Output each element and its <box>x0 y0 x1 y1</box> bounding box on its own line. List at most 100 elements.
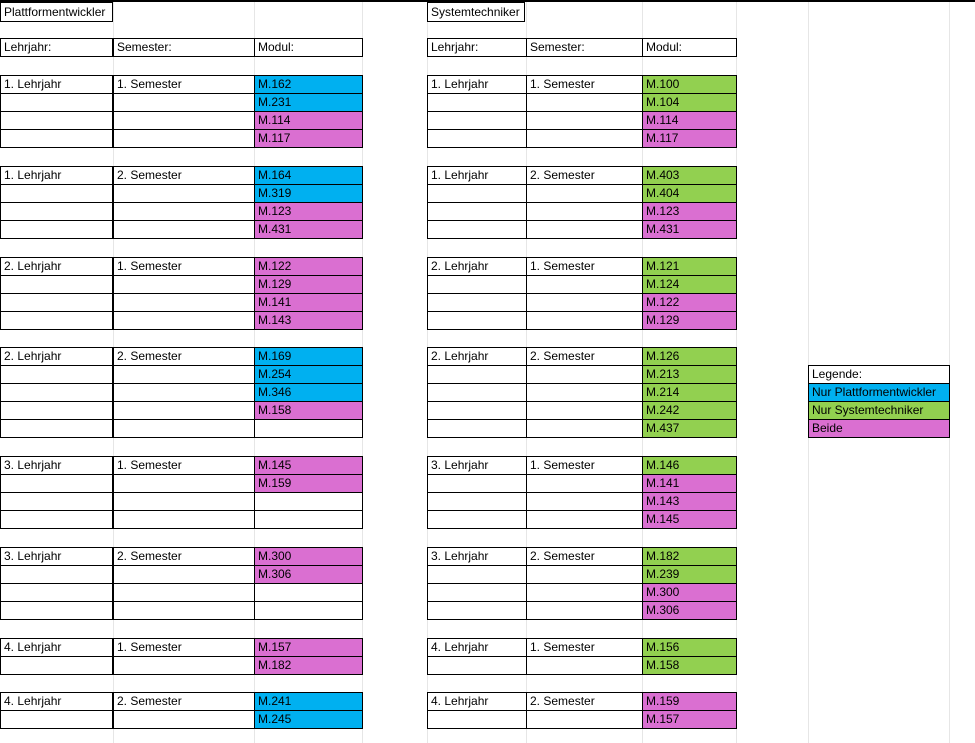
right-semester-cell[interactable] <box>526 711 643 729</box>
left-modul-cell[interactable]: M.158 <box>254 402 363 420</box>
left-header-lehrjahr[interactable]: Lehrjahr: <box>0 38 113 57</box>
left-lehrjahr-cell[interactable] <box>0 602 113 620</box>
left-lehrjahr-cell[interactable] <box>0 566 113 584</box>
right-semester-cell[interactable] <box>526 221 643 239</box>
left-semester-cell[interactable]: 2. Semester <box>113 347 255 366</box>
left-modul-cell[interactable]: M.182 <box>254 657 363 675</box>
right-header-modul[interactable]: Modul: <box>642 38 737 57</box>
right-lehrjahr-cell[interactable] <box>427 185 527 203</box>
left-lehrjahr-cell[interactable]: 4. Lehrjahr <box>0 692 113 711</box>
right-lehrjahr-cell[interactable]: 3. Lehrjahr <box>427 456 527 475</box>
right-semester-cell[interactable] <box>526 657 643 675</box>
right-semester-cell[interactable] <box>526 112 643 130</box>
left-semester-cell[interactable] <box>113 657 255 675</box>
legend-title[interactable]: Legende: <box>808 365 950 384</box>
left-semester-cell[interactable]: 2. Semester <box>113 692 255 711</box>
left-semester-cell[interactable] <box>113 584 255 602</box>
left-lehrjahr-cell[interactable]: 4. Lehrjahr <box>0 638 113 657</box>
left-modul-cell[interactable] <box>254 511 363 529</box>
right-semester-cell[interactable] <box>526 130 643 148</box>
left-semester-cell[interactable]: 1. Semester <box>113 75 255 94</box>
left-semester-cell[interactable] <box>113 130 255 148</box>
left-modul-cell[interactable]: M.231 <box>254 94 363 112</box>
right-modul-cell[interactable]: M.213 <box>642 366 737 384</box>
left-lehrjahr-cell[interactable] <box>0 312 113 330</box>
left-semester-cell[interactable] <box>113 221 255 239</box>
right-semester-cell[interactable]: 1. Semester <box>526 257 643 276</box>
right-semester-cell[interactable] <box>526 602 643 620</box>
left-semester-cell[interactable] <box>113 203 255 221</box>
right-lehrjahr-cell[interactable] <box>427 112 527 130</box>
left-lehrjahr-cell[interactable] <box>0 493 113 511</box>
left-lehrjahr-cell[interactable] <box>0 276 113 294</box>
left-semester-cell[interactable] <box>113 112 255 130</box>
left-semester-cell[interactable]: 1. Semester <box>113 638 255 657</box>
right-lehrjahr-cell[interactable] <box>427 420 527 438</box>
right-lehrjahr-cell[interactable]: 1. Lehrjahr <box>427 166 527 185</box>
right-modul-cell[interactable]: M.239 <box>642 566 737 584</box>
left-modul-cell[interactable]: M.241 <box>254 692 363 711</box>
right-semester-cell[interactable] <box>526 493 643 511</box>
left-modul-cell[interactable]: M.306 <box>254 566 363 584</box>
right-semester-cell[interactable] <box>526 94 643 112</box>
right-lehrjahr-cell[interactable] <box>427 312 527 330</box>
right-modul-cell[interactable]: M.182 <box>642 547 737 566</box>
left-lehrjahr-cell[interactable] <box>0 402 113 420</box>
left-semester-cell[interactable] <box>113 294 255 312</box>
left-lehrjahr-cell[interactable] <box>0 294 113 312</box>
left-modul-cell[interactable]: M.123 <box>254 203 363 221</box>
right-modul-cell[interactable]: M.437 <box>642 420 737 438</box>
left-semester-cell[interactable]: 2. Semester <box>113 166 255 185</box>
systemtechniker-title[interactable]: Systemtechniker <box>427 2 525 22</box>
right-modul-cell[interactable]: M.100 <box>642 75 737 94</box>
right-modul-cell[interactable]: M.124 <box>642 276 737 294</box>
right-lehrjahr-cell[interactable] <box>427 366 527 384</box>
left-modul-cell[interactable]: M.431 <box>254 221 363 239</box>
right-modul-cell[interactable]: M.157 <box>642 711 737 729</box>
left-modul-cell[interactable]: M.141 <box>254 294 363 312</box>
right-semester-cell[interactable] <box>526 584 643 602</box>
right-lehrjahr-cell[interactable] <box>427 711 527 729</box>
right-semester-cell[interactable] <box>526 566 643 584</box>
right-semester-cell[interactable]: 1. Semester <box>526 75 643 94</box>
left-semester-cell[interactable] <box>113 566 255 584</box>
left-lehrjahr-cell[interactable] <box>0 366 113 384</box>
left-modul-cell[interactable]: M.346 <box>254 384 363 402</box>
left-semester-cell[interactable]: 2. Semester <box>113 547 255 566</box>
left-modul-cell[interactable]: M.159 <box>254 475 363 493</box>
right-semester-cell[interactable]: 2. Semester <box>526 692 643 711</box>
left-lehrjahr-cell[interactable] <box>0 94 113 112</box>
right-semester-cell[interactable]: 2. Semester <box>526 547 643 566</box>
right-lehrjahr-cell[interactable]: 2. Lehrjahr <box>427 257 527 276</box>
right-lehrjahr-cell[interactable] <box>427 475 527 493</box>
left-lehrjahr-cell[interactable] <box>0 657 113 675</box>
left-lehrjahr-cell[interactable] <box>0 584 113 602</box>
left-semester-cell[interactable] <box>113 402 255 420</box>
left-semester-cell[interactable] <box>113 384 255 402</box>
left-lehrjahr-cell[interactable]: 3. Lehrjahr <box>0 547 113 566</box>
right-modul-cell[interactable]: M.159 <box>642 692 737 711</box>
right-lehrjahr-cell[interactable] <box>427 493 527 511</box>
left-modul-cell[interactable]: M.143 <box>254 312 363 330</box>
right-modul-cell[interactable]: M.117 <box>642 130 737 148</box>
right-modul-cell[interactable]: M.156 <box>642 638 737 657</box>
left-semester-cell[interactable] <box>113 276 255 294</box>
right-lehrjahr-cell[interactable]: 2. Lehrjahr <box>427 347 527 366</box>
left-modul-cell[interactable] <box>254 493 363 511</box>
right-modul-cell[interactable]: M.114 <box>642 112 737 130</box>
right-modul-cell[interactable]: M.143 <box>642 493 737 511</box>
left-lehrjahr-cell[interactable] <box>0 221 113 239</box>
right-semester-cell[interactable] <box>526 384 643 402</box>
plattformentwickler-title[interactable]: Plattformentwickler <box>0 2 113 22</box>
right-modul-cell[interactable]: M.431 <box>642 221 737 239</box>
right-semester-cell[interactable] <box>526 294 643 312</box>
right-semester-cell[interactable]: 2. Semester <box>526 347 643 366</box>
right-modul-cell[interactable]: M.121 <box>642 257 737 276</box>
right-lehrjahr-cell[interactable] <box>427 94 527 112</box>
left-semester-cell[interactable] <box>113 366 255 384</box>
left-modul-cell[interactable]: M.129 <box>254 276 363 294</box>
right-semester-cell[interactable] <box>526 402 643 420</box>
right-modul-cell[interactable]: M.129 <box>642 312 737 330</box>
right-lehrjahr-cell[interactable]: 3. Lehrjahr <box>427 547 527 566</box>
right-modul-cell[interactable]: M.141 <box>642 475 737 493</box>
